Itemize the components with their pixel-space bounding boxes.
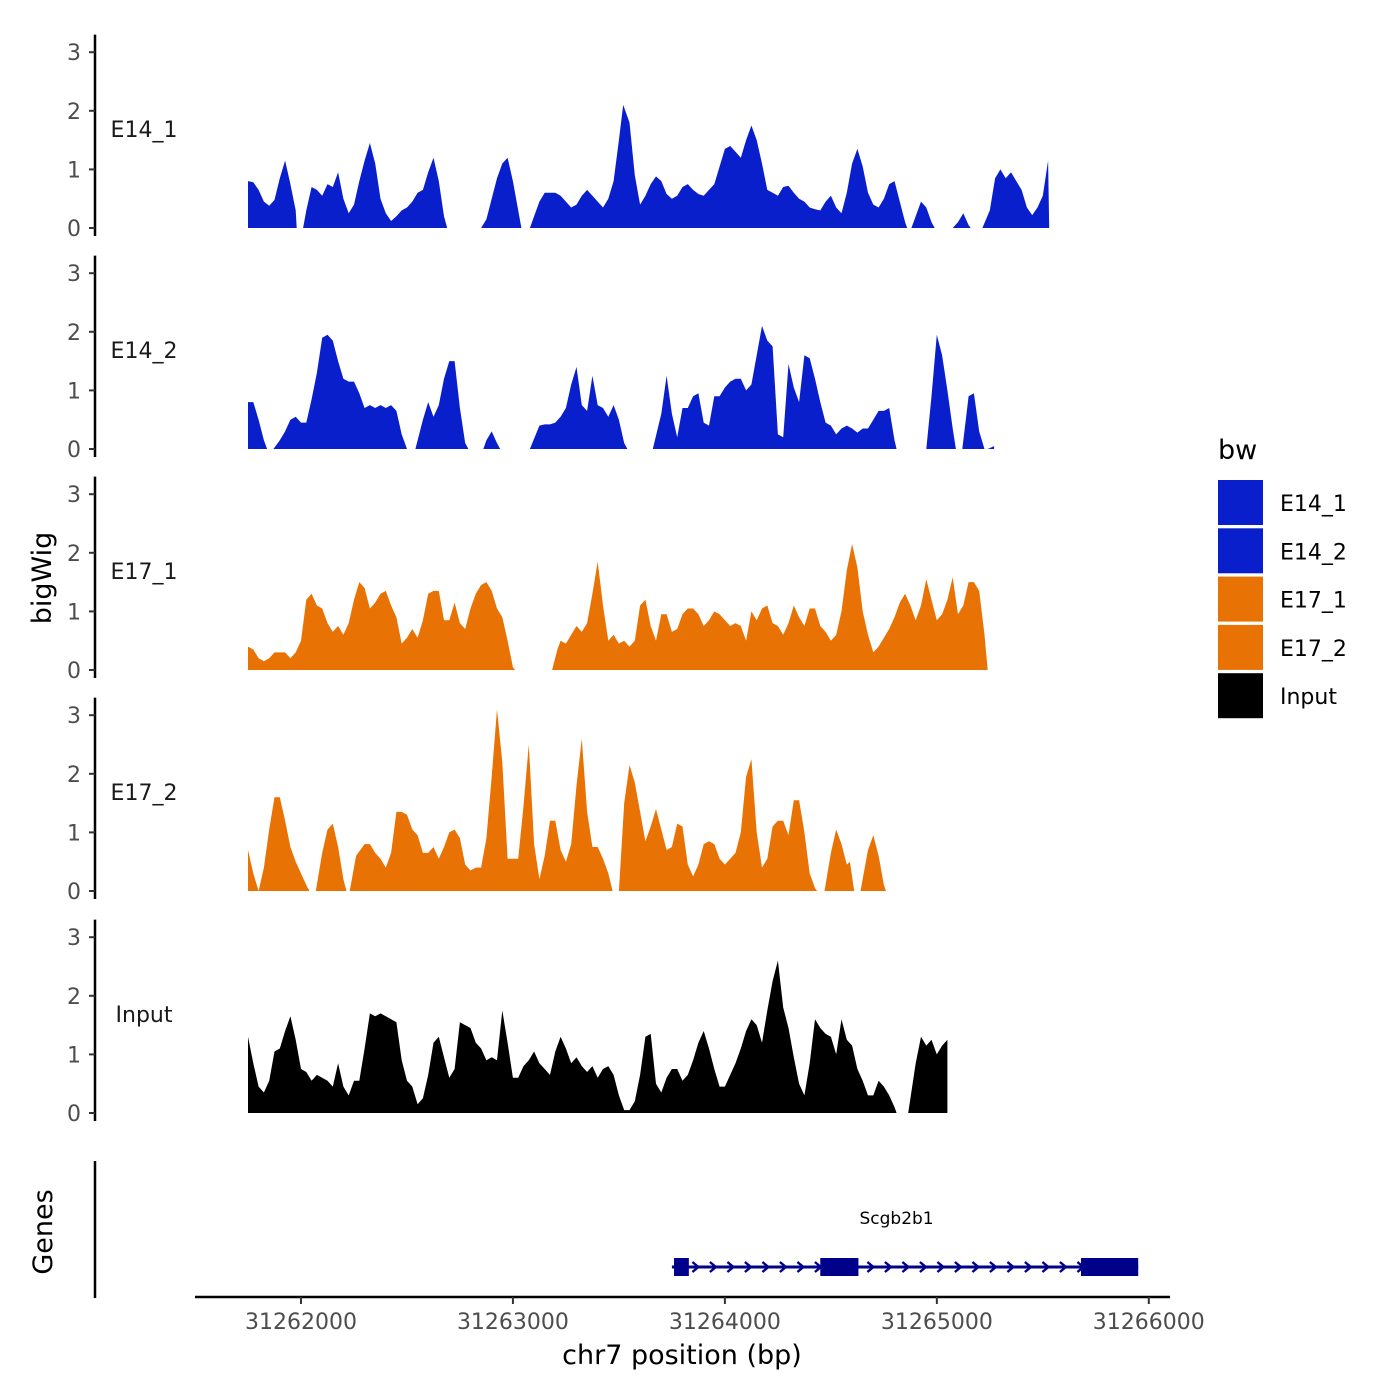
strand-arrow	[936, 1261, 946, 1273]
legend-item-Input: Input	[1218, 673, 1337, 719]
legend-swatch	[1218, 576, 1263, 622]
area-Input	[248, 960, 948, 1113]
legend: bw E14_1 E14_2 E17_1 E17_2 Input	[1218, 435, 1347, 719]
y-tick-label: 0	[67, 438, 81, 463]
strand-arrow	[1006, 1261, 1016, 1273]
strand-arrow	[796, 1261, 806, 1273]
y-tick-label: 0	[67, 217, 81, 242]
strand-arrow	[866, 1261, 876, 1273]
legend-title: bw	[1218, 435, 1257, 466]
y-tick-label: 3	[67, 926, 81, 951]
y-tick-label: 2	[67, 321, 81, 346]
y-tick-label: 3	[67, 41, 81, 66]
strand-arrow	[761, 1261, 771, 1273]
y-tick-label: 2	[67, 542, 81, 567]
legend-swatch	[1218, 624, 1263, 670]
strand-arrow	[971, 1261, 981, 1273]
y-tick-label: 3	[67, 483, 81, 508]
y-tick-label: 0	[67, 659, 81, 684]
legend-swatch	[1218, 528, 1263, 574]
strand-arrow	[1024, 1261, 1033, 1273]
strand-arrow	[744, 1261, 753, 1273]
y-tick-label: 0	[67, 1102, 81, 1127]
area-E17_1	[248, 544, 988, 670]
track-Input: 0 1 2 3 Input	[67, 919, 948, 1127]
legend-label: E14_1	[1280, 492, 1347, 517]
strand-arrow	[954, 1261, 963, 1273]
track-E14_2: 0 1 2 3 E14_2	[67, 255, 995, 463]
strand-arrow	[691, 1261, 701, 1273]
y-axis-title: bigWig	[27, 532, 58, 625]
genes-panel-title: Genes	[28, 1189, 59, 1274]
genes-panel: Genes Scgb2b1	[28, 1161, 1139, 1298]
y-tick-label: 1	[67, 821, 81, 846]
legend-label: Input	[1280, 685, 1337, 710]
y-tick-label: 3	[67, 262, 81, 287]
legend-item-E17_2: E17_2	[1218, 624, 1347, 670]
strand-arrow	[1059, 1261, 1068, 1273]
track-E14_1: 0 1 2 3 E14_1	[67, 34, 1050, 242]
gene-Scgb2b1: Scgb2b1	[671, 1209, 1139, 1276]
track-label: E14_2	[111, 339, 178, 364]
x-tick-label: 31265000	[881, 1310, 993, 1335]
legend-label: E14_2	[1280, 540, 1347, 565]
x-tick-label: 31262000	[245, 1310, 357, 1335]
y-tick-label: 1	[67, 379, 81, 404]
x-tick-label: 31266000	[1093, 1310, 1205, 1335]
strand-arrow	[919, 1261, 928, 1273]
legend-item-E14_1: E14_1	[1218, 480, 1347, 525]
x-tick-label: 31264000	[669, 1310, 781, 1335]
gene-exon	[674, 1258, 689, 1276]
y-tick-label: 2	[67, 763, 81, 788]
y-tick-label: 2	[67, 100, 81, 125]
track-label: E17_1	[111, 560, 178, 585]
track-label: E17_2	[111, 781, 178, 806]
legend-item-E17_1: E17_1	[1218, 576, 1347, 622]
y-tick-label: 3	[67, 704, 81, 729]
strand-arrow	[709, 1261, 718, 1273]
y-tick-label: 1	[67, 158, 81, 183]
y-tick-label: 1	[67, 600, 81, 625]
area-E14_1	[248, 104, 1050, 228]
strand-arrow	[779, 1261, 788, 1273]
strand-arrow	[901, 1261, 911, 1273]
x-axis: chr7 position (bp) 31262000 31263000 31264…	[195, 1295, 1205, 1371]
legend-swatch	[1218, 480, 1263, 525]
strand-arrow	[1041, 1261, 1051, 1273]
y-tick-label: 1	[67, 1043, 81, 1068]
gene-exon	[1080, 1258, 1139, 1276]
x-axis-title: chr7 position (bp)	[562, 1340, 802, 1371]
track-E17_1: 0 1 2 3 E17_1	[67, 476, 988, 684]
legend-label: E17_1	[1280, 589, 1347, 614]
area-E14_2	[248, 325, 995, 449]
gene-exon	[820, 1258, 859, 1276]
legend-item-E14_2: E14_2	[1218, 528, 1347, 574]
bigwig-tracks: 0 1 2 3 E14_1 0 1 2 3 E14_2 0 1 2 3 E17_1 0 1 2 3 E17_2 0 1 2 3…	[67, 34, 1050, 1127]
area-E17_2	[248, 709, 886, 891]
track-E17_2: 0 1 2 3 E17_2	[67, 697, 886, 905]
gene-name-label: Scgb2b1	[859, 1209, 933, 1229]
strand-arrow	[989, 1261, 998, 1273]
y-tick-label: 0	[67, 880, 81, 905]
legend-label: E17_2	[1280, 637, 1347, 662]
legend-swatch	[1218, 673, 1263, 719]
strand-arrow	[726, 1261, 736, 1273]
strand-arrow	[884, 1261, 893, 1273]
x-tick-label: 31263000	[457, 1310, 569, 1335]
track-label: Input	[116, 1003, 173, 1028]
track-label: E14_1	[111, 118, 178, 143]
y-tick-label: 2	[67, 985, 81, 1010]
